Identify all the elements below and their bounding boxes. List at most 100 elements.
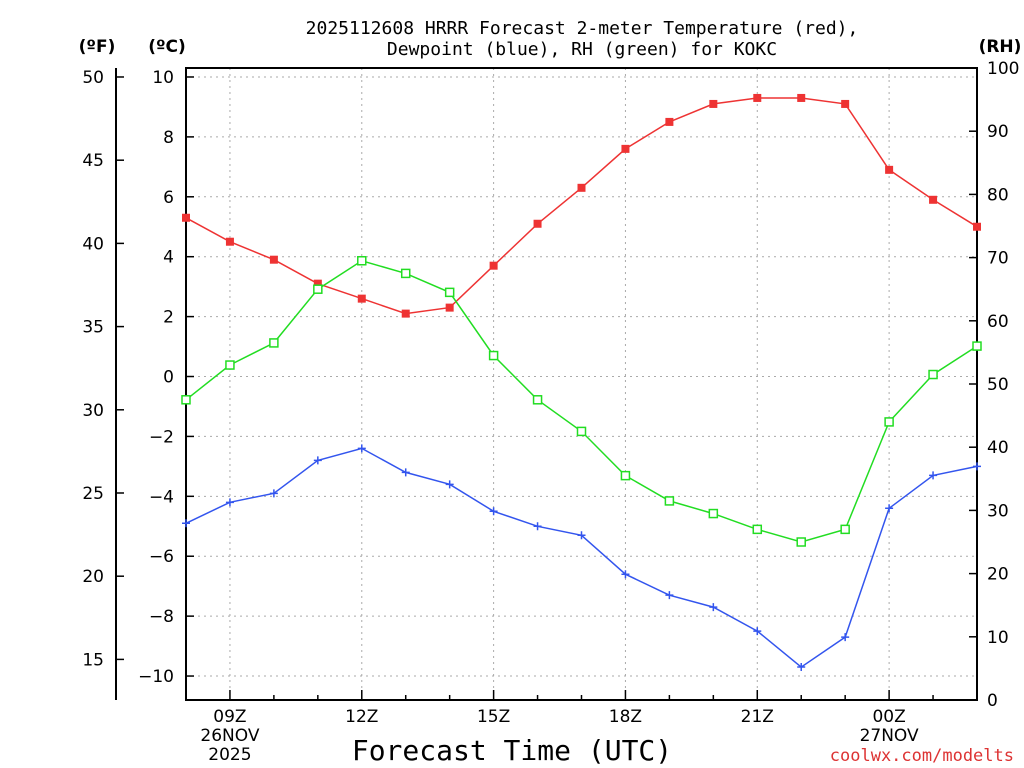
rh-series-line xyxy=(185,259,978,543)
rh-point xyxy=(620,470,631,481)
temperature-point xyxy=(621,144,630,153)
rh-tick-label: 20 xyxy=(987,565,1009,585)
dewpoint-point xyxy=(533,522,542,531)
fahrenheit-tick-label: 45 xyxy=(82,151,104,171)
fahrenheit-tick-label: 30 xyxy=(82,401,104,421)
celsius-tick-label: −10 xyxy=(138,667,174,687)
temperature-point xyxy=(665,117,674,126)
rh-point xyxy=(796,537,806,547)
time-tick-label: 21Z xyxy=(741,707,774,727)
rh-point xyxy=(400,268,411,279)
dewpoint-point xyxy=(621,570,630,579)
time-tick-year: 2025 xyxy=(208,745,251,765)
temperature-point xyxy=(973,222,981,231)
plot-frame xyxy=(185,67,978,701)
fahrenheit-axis: 50 45 40 35 30 25 20 15 xyxy=(82,68,124,670)
rh-unit-label: (RH) xyxy=(979,37,1022,57)
temperature-point xyxy=(797,93,806,102)
rh-point xyxy=(840,524,850,535)
temperature-point xyxy=(929,195,938,204)
rh-point xyxy=(928,369,938,380)
x-axis-title: Forecast Time (UTC) xyxy=(352,734,672,767)
celsius-tick-label: 0 xyxy=(163,368,174,388)
rh-tick-label: 40 xyxy=(987,438,1009,458)
rh-point xyxy=(752,524,763,535)
chart-title-line2: Dewpoint (blue), RH (green) for KOKC xyxy=(387,39,777,60)
grid-lines xyxy=(186,68,977,700)
dewpoint-point xyxy=(973,462,981,471)
temperature-point xyxy=(269,255,278,264)
temperature-point xyxy=(489,261,498,270)
temperature-point xyxy=(313,279,322,288)
rh-point xyxy=(225,360,235,370)
celsius-tick-label: −6 xyxy=(149,547,174,567)
temperature-point xyxy=(182,213,190,222)
dewpoint-point xyxy=(182,519,190,528)
fahrenheit-tick-label: 50 xyxy=(82,68,104,88)
time-tick-label: 00Z xyxy=(872,707,905,727)
time-tick-date: 27NOV xyxy=(860,726,919,746)
rh-tick-label: 80 xyxy=(987,185,1009,205)
chart-title-line1: 2025112608 HRRR Forecast 2-meter Tempera… xyxy=(306,18,859,39)
rh-tick-label: 100 xyxy=(987,59,1019,79)
fahrenheit-tick-label: 15 xyxy=(82,650,104,670)
rh-point xyxy=(576,426,587,437)
time-tick-label: 18Z xyxy=(609,707,642,727)
rh-point xyxy=(488,350,499,361)
dewpoint-point xyxy=(929,471,938,480)
rh-tick-label: 70 xyxy=(987,249,1009,269)
temperature-point xyxy=(577,183,586,192)
rh-point xyxy=(532,395,543,405)
dewpoint-point xyxy=(269,489,278,498)
rh-tick-label: 10 xyxy=(987,628,1009,648)
fahrenheit-tick-label: 25 xyxy=(82,484,104,504)
celsius-tick-label: 2 xyxy=(163,308,174,328)
rh-tick-label: 60 xyxy=(987,312,1009,332)
rh-point xyxy=(357,256,367,266)
temperature-point xyxy=(841,99,850,108)
rh-point xyxy=(664,496,675,506)
dewpoint-point xyxy=(225,498,234,507)
celsius-tick-label: 8 xyxy=(163,128,174,148)
dewpoint-series-line xyxy=(185,447,978,669)
celsius-tick-label: 6 xyxy=(163,188,174,208)
rh-point xyxy=(708,508,719,519)
rh-point xyxy=(444,287,455,298)
rh-point xyxy=(972,341,982,351)
dewpoint-point xyxy=(313,456,322,465)
dewpoint-point xyxy=(401,468,410,477)
celsius-tick-label: 10 xyxy=(152,68,174,88)
dewpoint-point xyxy=(577,531,586,540)
fahrenheit-tick-label: 40 xyxy=(82,234,104,254)
time-tick-label: 15Z xyxy=(477,707,510,727)
rh-tick-label: 0 xyxy=(987,691,998,711)
temperature-point xyxy=(533,219,542,228)
dewpoint-point xyxy=(489,507,498,516)
dewpoint-point xyxy=(665,591,674,600)
dewpoint-point xyxy=(357,444,366,453)
time-tick-date: 26NOV xyxy=(200,726,259,746)
rh-tick-label: 90 xyxy=(987,122,1009,142)
dewpoint-point xyxy=(797,663,806,672)
celsius-tick-label: −4 xyxy=(149,487,174,507)
temperature-point xyxy=(225,237,234,246)
watermark-text: coolwx.com/modelts xyxy=(830,746,1014,766)
temperature-point xyxy=(885,165,894,174)
rh-point xyxy=(269,338,279,348)
time-tick-label: 09Z xyxy=(213,707,246,727)
dewpoint-point xyxy=(885,504,894,513)
temperature-point xyxy=(445,303,454,312)
temperature-point xyxy=(753,93,762,102)
dewpoint-point xyxy=(753,627,762,636)
temperature-point xyxy=(709,99,718,108)
rh-point xyxy=(884,417,894,427)
rh-tick-label: 50 xyxy=(987,375,1009,395)
rh-point xyxy=(313,284,323,294)
celsius-tick-label: 4 xyxy=(163,248,174,268)
fahrenheit-tick-label: 35 xyxy=(82,318,104,338)
celsius-axis: 10 8 6 4 2 0 −2 −4 −6 −8 −10 xyxy=(138,68,194,687)
celsius-tick-label: −2 xyxy=(149,427,174,447)
